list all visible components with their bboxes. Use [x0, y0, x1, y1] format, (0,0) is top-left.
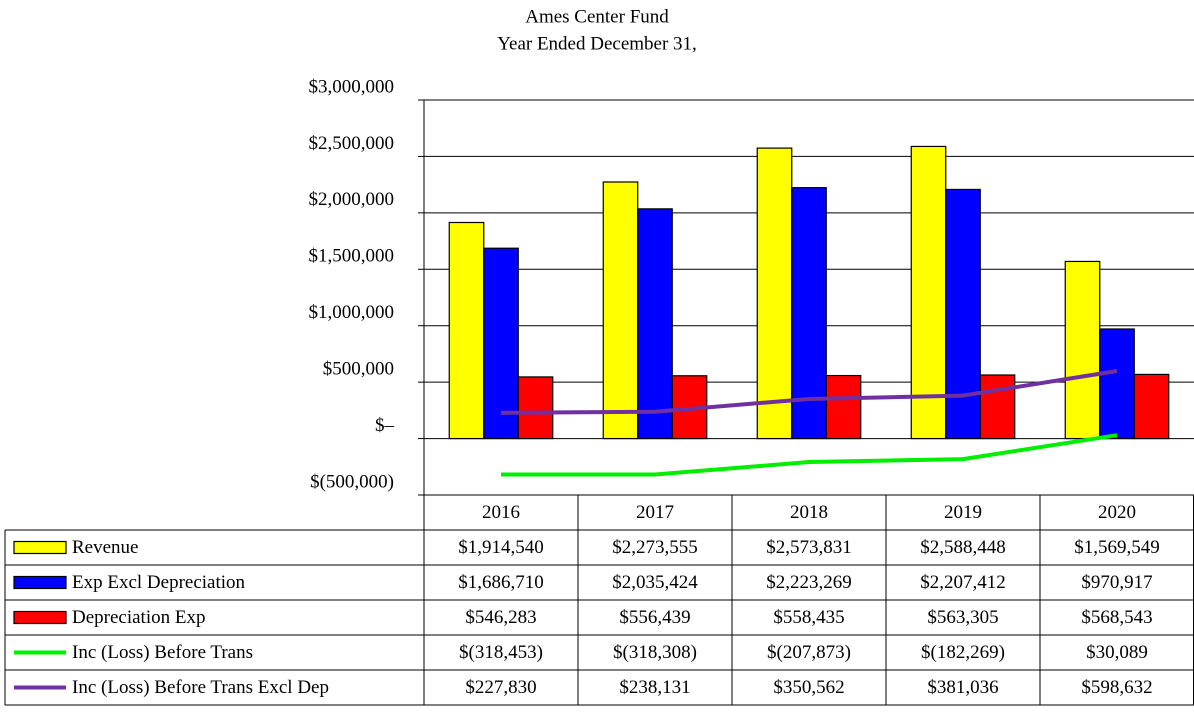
- bar: [517, 376, 554, 440]
- bar: [602, 181, 639, 440]
- y-tick-label: $2,000,000: [309, 189, 395, 210]
- legend-key: [13, 575, 67, 590]
- bar: [979, 374, 1016, 440]
- bar: [945, 188, 981, 440]
- x-tick-label: 2017: [636, 502, 674, 523]
- x-tick-label: 2019: [944, 502, 982, 523]
- bar: [910, 145, 947, 440]
- bar: [483, 247, 519, 440]
- data-label: $238,131: [619, 677, 690, 698]
- y-tick-label: $2,500,000: [309, 133, 395, 154]
- data-label: $568,543: [1081, 607, 1152, 628]
- data-label: $558,435: [773, 607, 844, 628]
- bar: [1064, 260, 1101, 440]
- bar: [756, 147, 793, 440]
- data-label: $381,036: [927, 677, 998, 698]
- y-tick-label: $1,000,000: [309, 302, 395, 323]
- data-label: $(318,308): [613, 642, 697, 663]
- data-label: $2,035,424: [612, 572, 698, 593]
- line-series: [500, 369, 1118, 415]
- legend-key: [13, 540, 67, 555]
- data-label: $(182,269): [921, 642, 1005, 663]
- data-label: $970,917: [1081, 572, 1152, 593]
- chart-subtitle: Year Ended December 31,: [497, 33, 697, 54]
- data-label: $2,273,555: [612, 537, 698, 558]
- data-label: $563,305: [927, 607, 998, 628]
- data-label: $(318,453): [459, 642, 543, 663]
- x-tick-label: 2020: [1098, 502, 1136, 523]
- legend-label: Revenue: [72, 537, 138, 558]
- y-tick-label: $1,500,000: [309, 246, 395, 267]
- data-label: $1,686,710: [458, 572, 544, 593]
- bar: [1099, 328, 1135, 440]
- x-tick-label: 2018: [790, 502, 828, 523]
- y-tick-label: $–: [375, 415, 395, 436]
- data-label: $350,562: [773, 677, 844, 698]
- data-label: $2,573,831: [766, 537, 852, 558]
- legend-key: [13, 610, 67, 625]
- legend-label: Depreciation Exp: [72, 607, 205, 628]
- bar: [1133, 373, 1170, 440]
- data-label: $(207,873): [767, 642, 851, 663]
- chart-title: Ames Center Fund: [525, 6, 669, 27]
- data-label: $1,569,549: [1074, 537, 1160, 558]
- legend-label: Inc (Loss) Before Trans Excl Dep: [72, 677, 329, 698]
- bar: [637, 208, 673, 440]
- legend-label: Exp Excl Depreciation: [72, 572, 246, 593]
- y-tick-label: $3,000,000: [309, 76, 395, 97]
- data-label: $556,439: [619, 607, 690, 628]
- data-label: $30,089: [1086, 642, 1148, 663]
- bar: [448, 221, 485, 440]
- data-label: $598,632: [1081, 677, 1152, 698]
- bar: [825, 374, 862, 440]
- data-label: $1,914,540: [458, 537, 544, 558]
- data-label: $2,588,448: [920, 537, 1006, 558]
- y-tick-label: $(500,000): [310, 471, 394, 492]
- line-series: [500, 433, 1118, 477]
- y-tick-label: $500,000: [323, 359, 394, 380]
- data-label: $2,207,412: [920, 572, 1006, 593]
- legend-label: Inc (Loss) Before Trans: [72, 642, 253, 663]
- data-label: $2,223,269: [766, 572, 852, 593]
- data-label: $546,283: [465, 607, 536, 628]
- data-label: $227,830: [465, 677, 536, 698]
- x-tick-label: 2016: [482, 502, 520, 523]
